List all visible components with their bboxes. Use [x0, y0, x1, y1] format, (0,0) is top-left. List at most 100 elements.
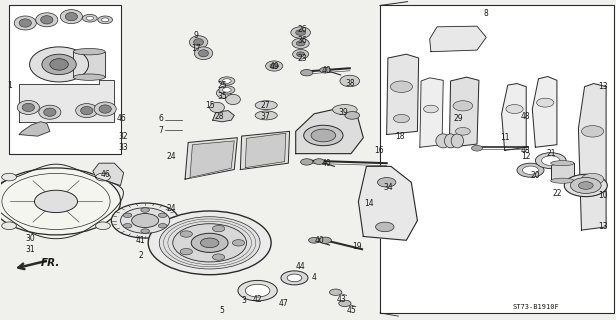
Text: 1: 1 — [7, 81, 12, 90]
Circle shape — [424, 105, 439, 113]
Circle shape — [180, 248, 192, 255]
Text: 42: 42 — [253, 295, 262, 304]
Ellipse shape — [14, 16, 36, 30]
Circle shape — [517, 163, 544, 177]
Circle shape — [219, 86, 235, 94]
Polygon shape — [190, 141, 234, 178]
Text: 25: 25 — [217, 81, 227, 90]
Text: ST73-B1910F: ST73-B1910F — [512, 304, 559, 310]
Text: 21: 21 — [546, 149, 556, 158]
Circle shape — [453, 101, 472, 111]
Ellipse shape — [99, 105, 111, 113]
Text: 32: 32 — [119, 132, 128, 141]
Text: 5: 5 — [219, 306, 224, 315]
Circle shape — [391, 81, 413, 92]
Circle shape — [222, 88, 231, 92]
Ellipse shape — [444, 134, 456, 148]
Ellipse shape — [73, 74, 105, 80]
Circle shape — [311, 129, 336, 142]
Text: 43: 43 — [337, 295, 347, 304]
Text: 37: 37 — [260, 112, 270, 121]
Polygon shape — [93, 163, 124, 186]
Text: 33: 33 — [119, 143, 129, 152]
Polygon shape — [532, 76, 557, 147]
Text: 17: 17 — [192, 44, 201, 53]
Ellipse shape — [270, 63, 278, 68]
Circle shape — [281, 271, 308, 285]
Polygon shape — [245, 133, 286, 168]
Circle shape — [376, 222, 394, 232]
Circle shape — [102, 18, 109, 22]
Circle shape — [86, 16, 94, 20]
Polygon shape — [185, 138, 237, 179]
Circle shape — [158, 213, 167, 218]
Text: 6: 6 — [159, 114, 164, 123]
Text: 39: 39 — [339, 108, 349, 117]
Ellipse shape — [551, 161, 574, 166]
Ellipse shape — [60, 10, 83, 24]
Ellipse shape — [81, 107, 93, 115]
Bar — [380, 5, 614, 313]
Circle shape — [141, 229, 150, 233]
Circle shape — [232, 240, 245, 246]
Polygon shape — [359, 166, 418, 240]
Circle shape — [339, 300, 351, 307]
Ellipse shape — [451, 134, 463, 148]
Text: 22: 22 — [552, 189, 562, 198]
Circle shape — [304, 125, 343, 146]
Ellipse shape — [340, 75, 360, 87]
Circle shape — [121, 208, 170, 233]
Text: 12: 12 — [521, 152, 531, 161]
Ellipse shape — [76, 104, 98, 118]
Polygon shape — [296, 109, 363, 154]
Text: 29: 29 — [454, 114, 463, 123]
Ellipse shape — [22, 103, 34, 112]
Text: 8: 8 — [484, 9, 488, 18]
Ellipse shape — [36, 13, 58, 27]
Circle shape — [160, 217, 260, 269]
Text: 9: 9 — [193, 31, 198, 40]
Ellipse shape — [216, 88, 231, 98]
Circle shape — [301, 159, 313, 165]
Ellipse shape — [198, 50, 208, 57]
Text: 20: 20 — [530, 172, 540, 180]
Circle shape — [330, 289, 342, 295]
Text: 16: 16 — [374, 146, 384, 155]
Circle shape — [570, 178, 601, 194]
Circle shape — [132, 213, 159, 228]
Ellipse shape — [94, 102, 116, 116]
Text: 15: 15 — [205, 101, 214, 110]
Circle shape — [141, 208, 150, 212]
Text: 13: 13 — [598, 222, 608, 231]
Text: 36: 36 — [297, 36, 307, 45]
Circle shape — [314, 159, 325, 164]
Text: 48: 48 — [521, 146, 530, 155]
Ellipse shape — [265, 61, 283, 71]
Text: 26: 26 — [297, 25, 307, 34]
Circle shape — [537, 98, 554, 107]
Circle shape — [319, 237, 331, 244]
Text: 28: 28 — [214, 112, 224, 121]
Ellipse shape — [293, 50, 309, 59]
Circle shape — [578, 182, 593, 189]
Text: 35: 35 — [217, 92, 227, 101]
Text: 44: 44 — [296, 262, 306, 271]
Text: 23: 23 — [297, 53, 307, 62]
Circle shape — [301, 69, 313, 76]
Circle shape — [98, 16, 113, 24]
Text: 24: 24 — [166, 152, 176, 161]
Ellipse shape — [189, 36, 208, 49]
Circle shape — [345, 112, 360, 119]
Circle shape — [158, 224, 167, 228]
Text: 13: 13 — [598, 82, 608, 91]
Circle shape — [95, 222, 110, 229]
Text: 7: 7 — [159, 126, 164, 135]
Circle shape — [582, 125, 604, 137]
Circle shape — [222, 79, 231, 83]
Ellipse shape — [30, 47, 89, 82]
Ellipse shape — [50, 59, 68, 70]
Circle shape — [0, 168, 121, 235]
Circle shape — [2, 173, 17, 181]
Text: 41: 41 — [136, 236, 145, 245]
Text: 34: 34 — [383, 183, 393, 192]
